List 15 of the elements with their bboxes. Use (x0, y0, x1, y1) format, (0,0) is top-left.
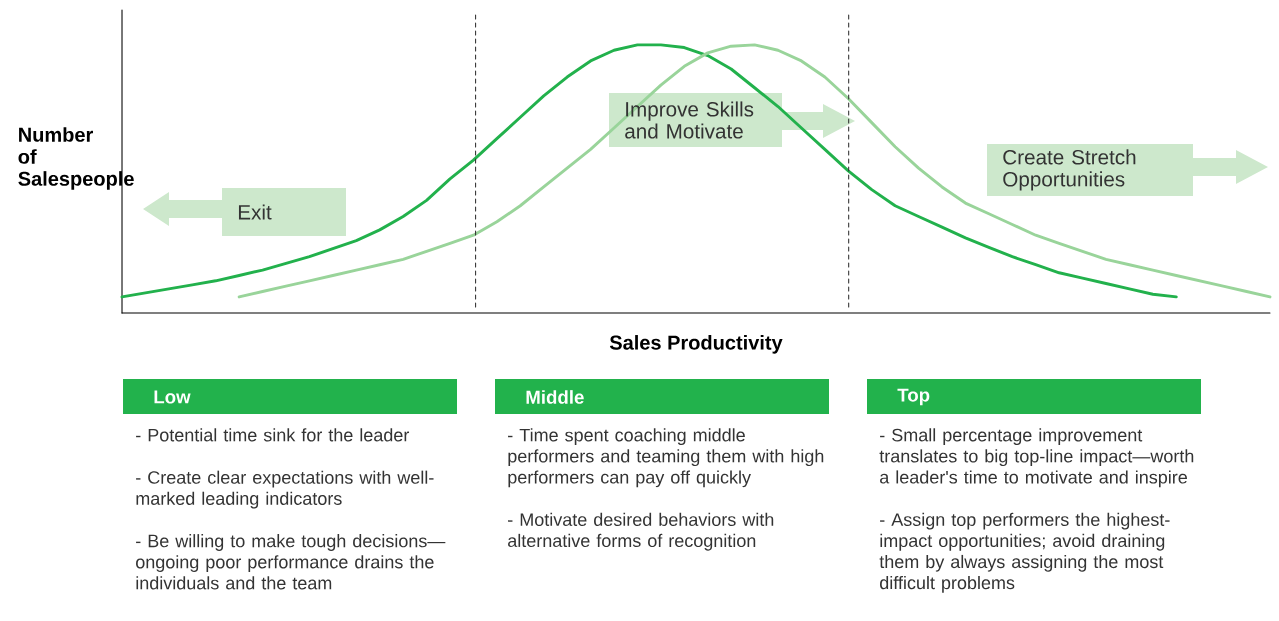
text: Middle (526, 390, 584, 404)
text: Low (154, 390, 191, 404)
text: - Create clear expectations with well-marked leading indicators (136, 470, 434, 509)
text: - Time spent coaching middle performers and teaming them with high performers can pay off quickly (508, 428, 824, 488)
annotation: Create Stretch Opportunities (1003, 149, 1136, 191)
text: - Small percentage improvement translates to big top-line impact—worth a leader's time to motivate and inspire (879, 428, 1194, 488)
annotation: Improve Skills and Motivate (625, 101, 754, 139)
annotation: Exit (238, 204, 272, 220)
text: Top (897, 388, 930, 406)
text: - Motivate desired behaviors with alternative forms of recognition (508, 512, 774, 551)
x-axis-title: Sales Productivity (609, 335, 783, 354)
y-axis-title: Number of Salespeople (18, 127, 134, 190)
text: - Be willing to make tough decisions—ongoing poor performance drains the individuals and the team (136, 534, 446, 590)
text: - Assign top performers the highest-impact opportunities; avoid draining them by always assigning the most difficult problems (879, 512, 1170, 593)
text: - Potential time sink for the leader (136, 428, 410, 442)
